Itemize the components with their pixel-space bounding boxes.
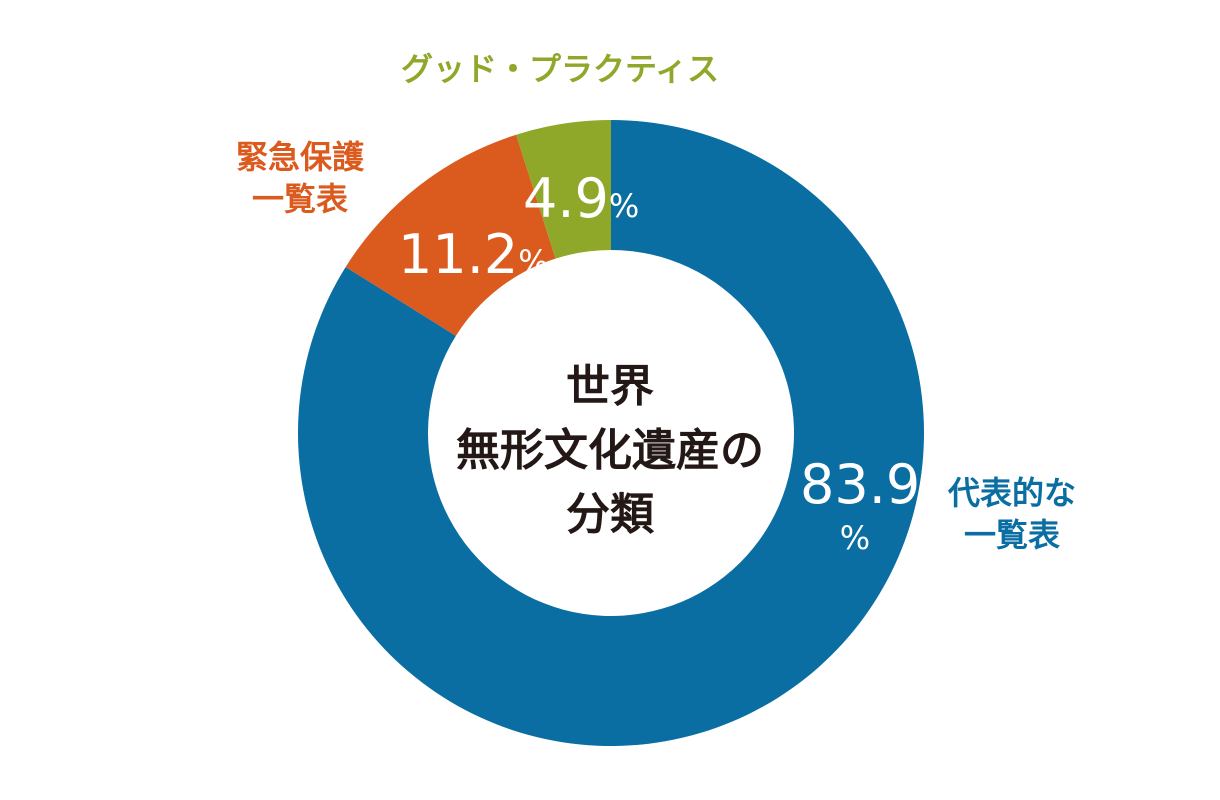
category-label-urgent: 緊急保護 一覧表 (220, 136, 380, 220)
value-unit-urgent: % (518, 243, 549, 281)
value-label-representative: 83.9 % (800, 458, 920, 557)
value-label-urgent: 11.2% (398, 228, 549, 282)
value-unit-good-practice: % (608, 187, 640, 225)
category-label-good-practice: グッド・プラクティス (400, 48, 720, 90)
category-good-practice-line-1: グッド・プラクティス (400, 50, 720, 88)
slice-good-practice (516, 120, 611, 259)
category-representative-line-2: 一覧表 (963, 516, 1060, 554)
category-urgent-line-2: 一覧表 (251, 180, 348, 218)
category-label-representative: 代表的な 一覧表 (932, 472, 1092, 556)
value-number-good-practice: 4.9 (523, 167, 609, 230)
slice-representative (298, 120, 924, 747)
category-representative-line-1: 代表的な (947, 474, 1076, 512)
value-number-representative: 83.9 (800, 453, 921, 516)
chart-title: 世界 無形文化遺産の 分類 (430, 355, 790, 547)
chart-title-line-3: 分類 (566, 489, 654, 540)
chart-title-line-2: 無形文化遺産の (456, 425, 764, 476)
value-number-urgent: 11.2 (398, 223, 519, 286)
category-urgent-line-1: 緊急保護 (235, 138, 364, 176)
chart-title-line-1: 世界 (566, 361, 654, 412)
value-unit-representative: % (839, 519, 871, 557)
value-label-good-practice: 4.9% (523, 172, 639, 226)
slice-urgent (345, 134, 556, 336)
